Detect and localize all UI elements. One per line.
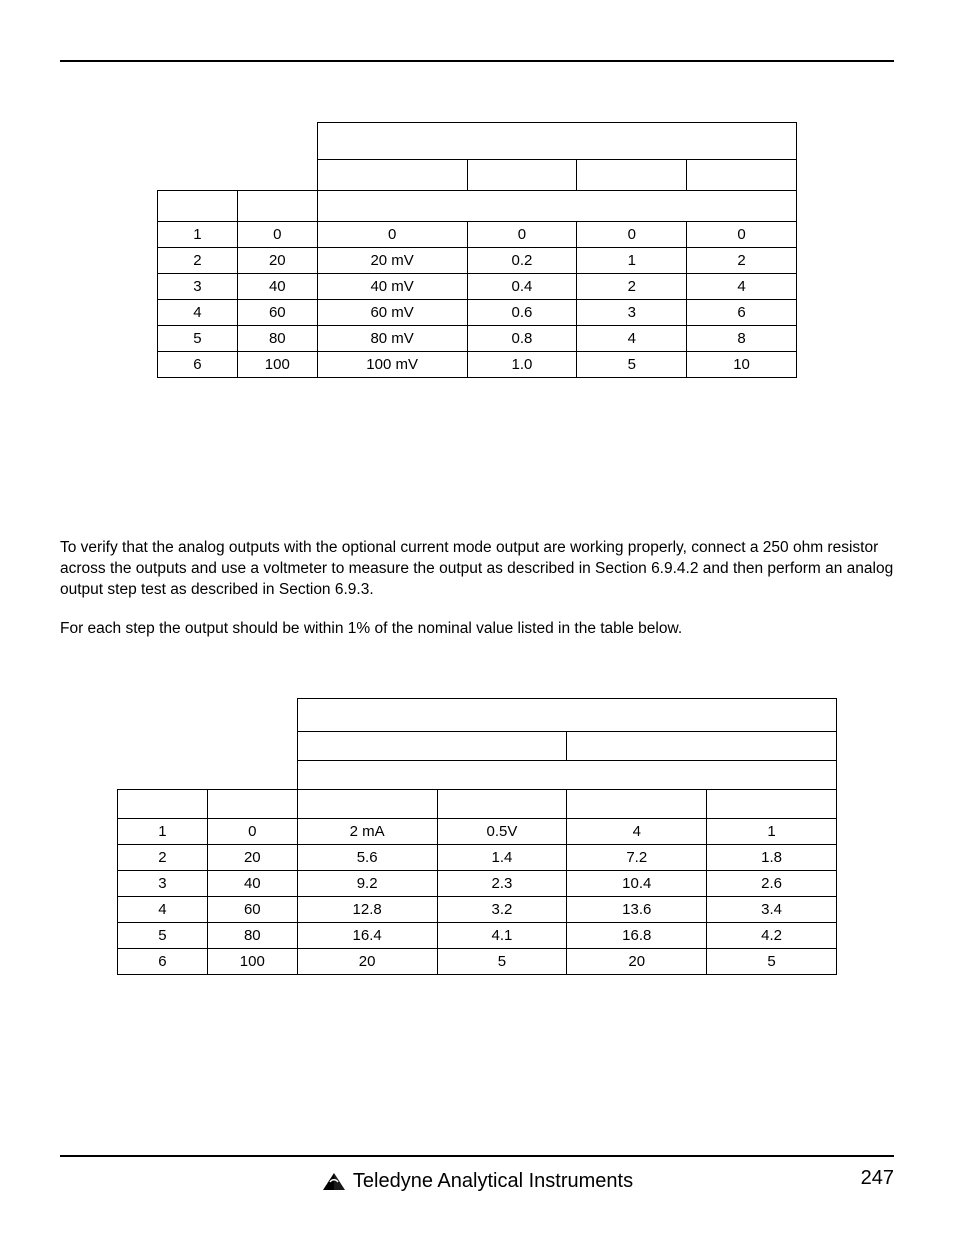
table-current-output: 102 mA0.5V41 2205.61.47.21.8 3409.22.310… xyxy=(117,698,837,975)
paragraph: For each step the output should be withi… xyxy=(60,619,894,640)
table-row: 58016.44.116.84.2 xyxy=(118,922,837,948)
top-rule xyxy=(60,60,894,62)
table-row: 2205.61.47.21.8 xyxy=(118,844,837,870)
table-row: 102 mA0.5V41 xyxy=(118,818,837,844)
table-row: 46060 mV0.636 xyxy=(158,300,797,326)
footer-brand-text: Teledyne Analytical Instruments xyxy=(353,1170,633,1193)
table-row: 100000 xyxy=(158,222,797,248)
table-row: 46012.83.213.63.4 xyxy=(118,896,837,922)
table-row: 6100100 mV1.0510 xyxy=(158,352,797,378)
paragraph: To verify that the analog outputs with t… xyxy=(60,538,894,601)
table-row: 3409.22.310.42.6 xyxy=(118,870,837,896)
table-row: 58080 mV0.848 xyxy=(158,326,797,352)
table-row: 34040 mV0.424 xyxy=(158,274,797,300)
teledyne-logo-icon xyxy=(321,1170,347,1192)
table-row: 22020 mV0.212 xyxy=(158,248,797,274)
page-number: 247 xyxy=(861,1167,894,1190)
table-voltage-output: 100000 22020 mV0.212 34040 mV0.424 46060… xyxy=(157,122,797,378)
table-row: 6100205205 xyxy=(118,948,837,974)
page-footer: Teledyne Analytical Instruments 247 xyxy=(0,1155,954,1195)
